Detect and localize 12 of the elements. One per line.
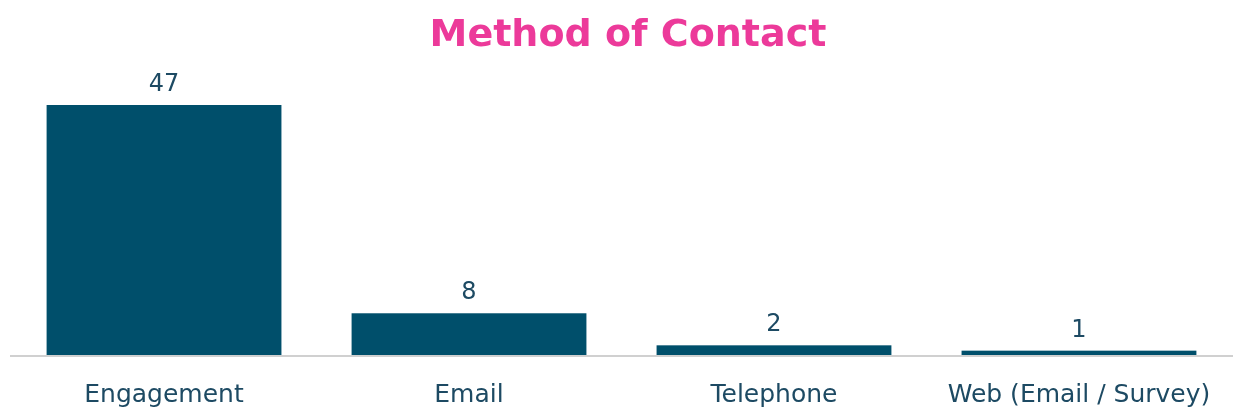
x-tick-label: Email [434,379,504,408]
data-label: 1 [1071,314,1087,343]
bar [46,105,282,356]
x-tick-label: Web (Email / Survey) [947,379,1211,408]
x-tick-label: Engagement [84,379,244,408]
data-label: 8 [461,277,477,306]
chart-title: Method of Contact [429,11,827,55]
bar [351,313,587,356]
data-label: 47 [148,69,180,97]
x-tick-label: Telephone [709,379,838,408]
bar [656,345,892,356]
data-label: 2 [766,309,782,338]
